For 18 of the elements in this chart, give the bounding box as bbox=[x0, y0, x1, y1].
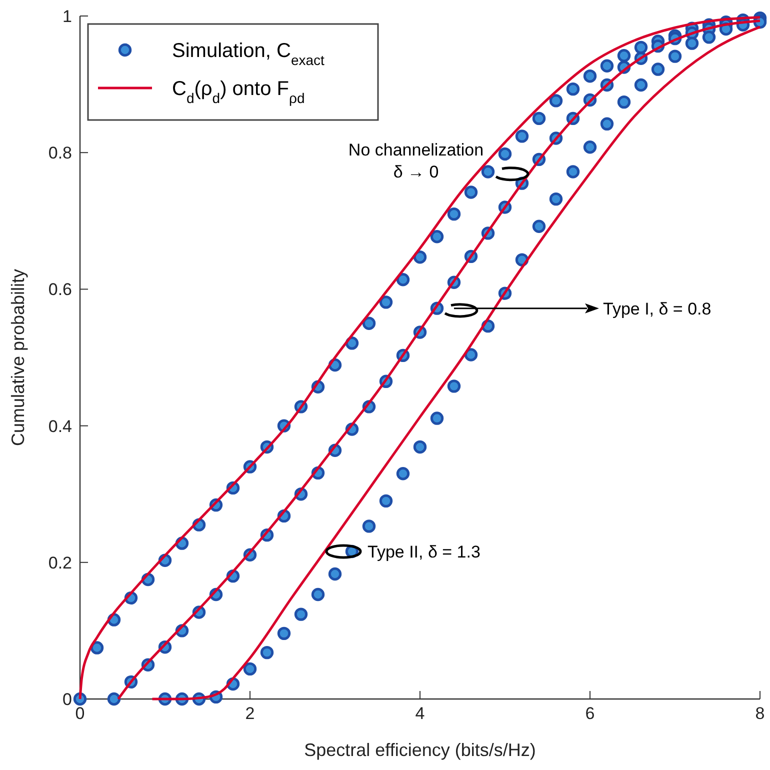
x-tick-label: 2 bbox=[245, 704, 255, 723]
annotation: Type II, δ = 1.3 bbox=[368, 542, 480, 562]
y-tick-label: 0 bbox=[62, 690, 72, 709]
x-tick-label: 0 bbox=[75, 704, 85, 723]
x-tick-label: 4 bbox=[415, 704, 425, 723]
y-tick-label: 1 bbox=[62, 7, 72, 26]
y-tick-label: 0.4 bbox=[48, 416, 72, 436]
x-axis-title: Spectral efficiency (bits/s/Hz) bbox=[304, 740, 536, 760]
y-tick-label: 0.2 bbox=[48, 553, 72, 572]
x-tick-label: 8 bbox=[755, 704, 765, 723]
annotation: No channelization δ → 0 bbox=[348, 140, 484, 182]
x-tick-label: 6 bbox=[585, 704, 595, 723]
y-axis-title: Cumulative probability bbox=[8, 268, 28, 446]
y-tick-label: 0.6 bbox=[48, 280, 72, 300]
legend-label: Simulation, C$_{exact}$ bbox=[172, 40, 325, 68]
y-tick-label: 0.8 bbox=[48, 144, 72, 163]
legend-label: C$_{d}$(ρ$_{d}$) onto F$_{ρd}$ bbox=[172, 78, 305, 106]
annotation: Type I, δ = 0.8 bbox=[603, 299, 712, 318]
